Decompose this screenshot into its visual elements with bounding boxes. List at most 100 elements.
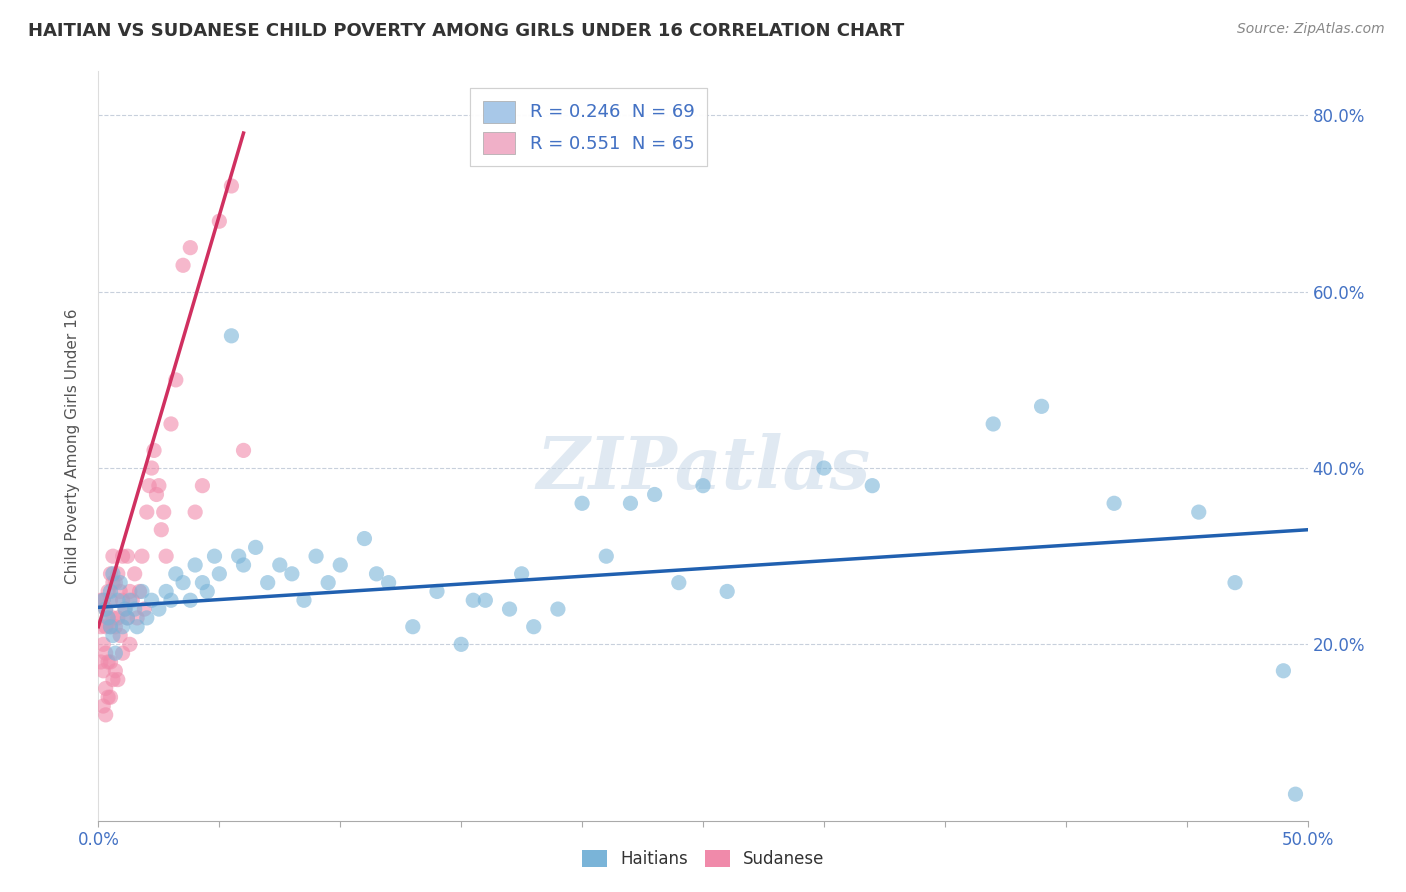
Point [172,258,194,272]
Point [221,328,243,343]
Point [118,584,141,599]
Point [104,575,127,590]
Point [208,566,231,581]
Point [1223,575,1246,590]
Point [91,699,114,714]
Point [91,664,114,678]
Point [716,584,738,599]
Point [463,593,485,607]
Point [101,549,124,564]
Point [1031,400,1053,414]
Point [97,584,120,599]
Point [145,487,167,501]
Y-axis label: Child Poverty Among Girls Under 16: Child Poverty Among Girls Under 16 [65,309,80,583]
Point [668,575,690,590]
Point [101,575,124,590]
Point [94,646,117,660]
Point [204,549,226,564]
Point [107,611,129,625]
Point [127,620,149,634]
Point [571,496,593,510]
Point [245,541,267,555]
Point [366,566,388,581]
Point [111,646,134,660]
Point [474,593,496,607]
Point [101,673,124,687]
Point [117,611,139,625]
Point [292,593,315,607]
Point [108,575,131,590]
Point [510,566,533,581]
Point [100,620,122,634]
Point [523,620,546,634]
Point [152,505,174,519]
Point [160,417,183,431]
Point [114,602,136,616]
Point [118,637,141,651]
Point [91,637,114,651]
Legend: R = 0.246  N = 69, R = 0.551  N = 65: R = 0.246 N = 69, R = 0.551 N = 65 [470,88,707,166]
Point [94,681,117,696]
Point [232,443,254,458]
Point [692,478,714,492]
Point [179,241,201,255]
Point [813,461,835,475]
Point [100,655,122,669]
Point [108,584,131,599]
Point [111,549,134,564]
Point [1284,787,1306,801]
Point [118,593,141,607]
Point [141,461,163,475]
Point [100,593,122,607]
Point [281,566,304,581]
Point [91,593,114,607]
Point [97,611,120,625]
Point [128,584,150,599]
Point [402,620,425,634]
Point [981,417,1004,431]
Point [141,593,163,607]
Point [101,628,124,642]
Point [97,690,120,705]
Point [179,593,201,607]
Point [148,478,170,492]
Point [498,602,520,616]
Point [184,558,207,572]
Text: ZIPatlas: ZIPatlas [536,433,870,504]
Point [94,707,117,722]
Point [114,602,136,616]
Text: Source: ZipAtlas.com: Source: ZipAtlas.com [1237,22,1385,37]
Point [127,611,149,625]
Point [595,549,617,564]
Point [269,558,291,572]
Point [134,602,156,616]
Point [619,496,641,510]
Point [165,373,187,387]
Point [90,620,112,634]
Point [111,593,134,607]
Point [160,593,183,607]
Point [107,673,129,687]
Point [228,549,250,564]
Point [104,664,127,678]
Point [100,584,122,599]
Point [101,611,124,625]
Point [97,655,120,669]
Point [124,602,146,616]
Point [644,487,666,501]
Point [305,549,328,564]
Point [143,443,166,458]
Legend: Haitians, Sudanese: Haitians, Sudanese [575,843,831,875]
Point [108,628,131,642]
Point [1102,496,1125,510]
Point [135,611,157,625]
Point [1272,664,1295,678]
Point [377,575,399,590]
Point [104,620,127,634]
Point [208,214,231,228]
Point [111,620,134,634]
Point [131,584,153,599]
Point [117,549,139,564]
Point [101,566,124,581]
Point [191,575,214,590]
